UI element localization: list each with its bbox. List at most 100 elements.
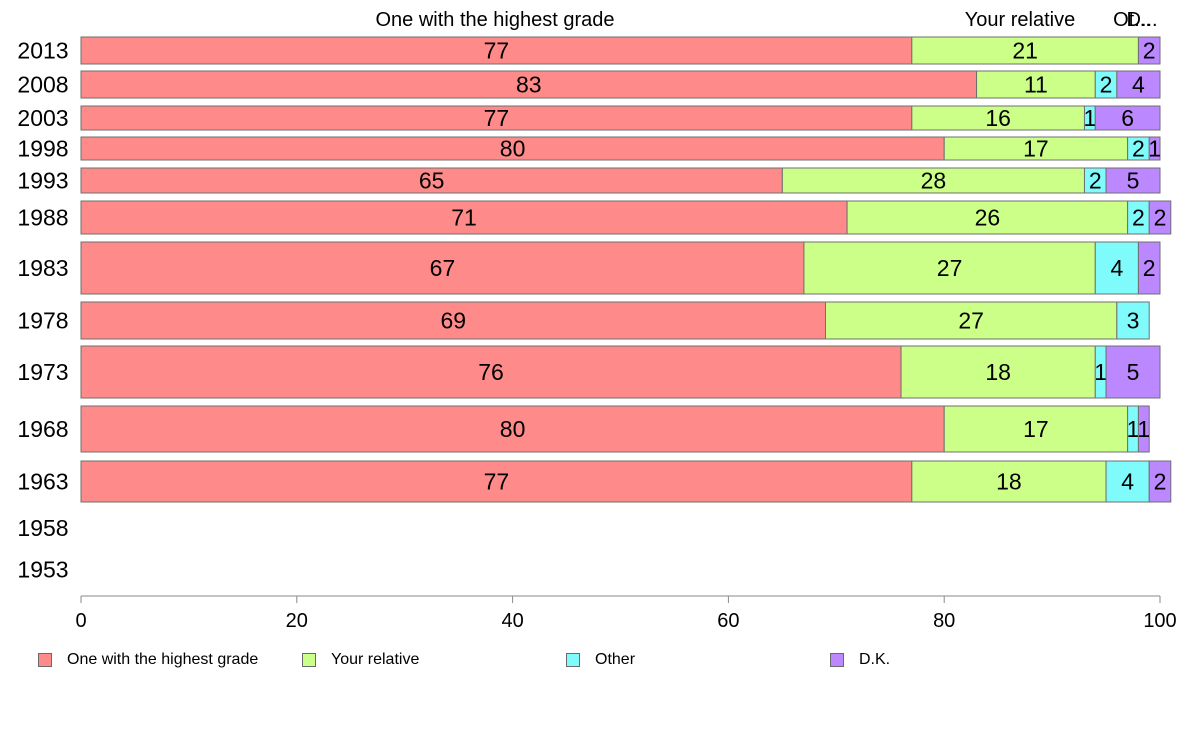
y-tick-label: 1988 — [17, 205, 68, 231]
data-label: 17 — [1023, 416, 1049, 442]
data-label: 27 — [937, 255, 963, 281]
bar-segment — [911, 105, 1085, 131]
bar-segment — [911, 36, 1139, 65]
y-tick-label: 1998 — [17, 136, 68, 162]
legend: One with the highest grade Your relative… — [38, 650, 1158, 670]
y-tick-label: 2003 — [17, 105, 68, 131]
data-label: 2 — [1154, 469, 1167, 495]
data-label: 1 — [1083, 105, 1096, 131]
data-label: 21 — [1012, 38, 1038, 64]
data-label: 1 — [1127, 416, 1140, 442]
bar-segment — [1105, 460, 1150, 503]
bar-segment — [1094, 105, 1161, 131]
x-tick-label: 60 — [717, 610, 739, 632]
data-label: 4 — [1132, 72, 1145, 98]
y-tick-label: 1973 — [17, 359, 68, 385]
data-label: 3 — [1127, 308, 1140, 334]
data-label: 1 — [1137, 416, 1150, 442]
data-label: 1 — [1094, 359, 1107, 385]
y-tick-label: 2013 — [17, 38, 68, 64]
top-series-label: D... — [1126, 9, 1157, 31]
bar-segment — [846, 200, 1129, 235]
x-tick-label: 100 — [1143, 610, 1176, 632]
y-tick-label: 1958 — [17, 515, 68, 541]
bar-segment — [1148, 136, 1161, 161]
y-tick-label: 2008 — [17, 72, 68, 98]
data-label: 76 — [478, 359, 504, 385]
legend-item-dk: D.K. — [830, 650, 890, 670]
data-label: 18 — [985, 359, 1011, 385]
data-label: 2 — [1132, 205, 1145, 231]
bar-segment — [1137, 405, 1150, 453]
data-label: 18 — [996, 469, 1022, 495]
bar-segment — [803, 241, 1096, 295]
data-label: 6 — [1121, 105, 1134, 131]
legend-swatch — [302, 653, 316, 667]
data-label: 4 — [1110, 255, 1123, 281]
data-label: 27 — [958, 308, 984, 334]
data-label: 71 — [451, 205, 477, 231]
top-series-label: One with the highest grade — [375, 9, 614, 31]
y-tick-label: 1968 — [17, 416, 68, 442]
bar-segment — [1137, 241, 1161, 295]
bar-segment — [943, 405, 1129, 453]
data-label: 28 — [921, 168, 947, 194]
x-tick-label: 0 — [75, 610, 86, 632]
bar-segment — [80, 70, 978, 99]
data-label: 77 — [484, 38, 510, 64]
y-tick-label: 1993 — [17, 168, 68, 194]
bar-segment — [1137, 36, 1161, 65]
data-label: 69 — [440, 308, 466, 334]
bar-segment — [911, 460, 1107, 503]
bar-segment — [80, 200, 848, 235]
data-label: 4 — [1121, 469, 1134, 495]
bar-segment — [781, 167, 1085, 194]
data-label: 2 — [1100, 72, 1113, 98]
data-label: 77 — [484, 469, 510, 495]
legend-swatch — [566, 653, 580, 667]
bar-segment — [80, 301, 827, 340]
x-tick-label: 20 — [286, 610, 308, 632]
data-label: 67 — [430, 255, 456, 281]
data-label: 26 — [975, 205, 1001, 231]
data-label: 1 — [1148, 136, 1161, 162]
legend-swatch — [38, 653, 52, 667]
bar-segment — [1105, 167, 1161, 194]
bar-segment — [1105, 345, 1161, 399]
bar-segment — [80, 105, 913, 131]
data-label: 11 — [1024, 72, 1048, 98]
data-label: 2 — [1132, 136, 1145, 162]
legend-label: D.K. — [859, 651, 891, 668]
y-tick-label: 1983 — [17, 255, 68, 281]
data-label: 2 — [1143, 255, 1156, 281]
data-label: 77 — [484, 105, 510, 131]
y-tick-label: 1953 — [17, 557, 68, 583]
y-tick-label: 1963 — [17, 469, 68, 495]
data-label: 80 — [500, 416, 526, 442]
bar-segment — [1148, 200, 1172, 235]
data-label: 65 — [419, 168, 445, 194]
legend-item-highest-grade: One with the highest grade — [38, 650, 258, 670]
top-series-label: Ot... — [1113, 9, 1151, 31]
bar-segment — [900, 345, 1096, 399]
data-label: 5 — [1127, 359, 1140, 385]
data-label: 17 — [1023, 136, 1049, 162]
bar-segment — [1116, 301, 1150, 340]
legend-label: Other — [595, 651, 636, 668]
bar-segment — [1094, 241, 1139, 295]
y-tick-label: 1978 — [17, 308, 68, 334]
x-tick-label: 40 — [501, 610, 523, 632]
data-label: 2 — [1089, 168, 1102, 194]
legend-label: Your relative — [331, 651, 420, 668]
stacked-bar-chart: One with the highest grade Your relative O… — [17, 9, 1176, 632]
legend-label: One with the highest grade — [67, 651, 259, 668]
data-label: 2 — [1143, 38, 1156, 64]
data-label: 16 — [985, 105, 1011, 131]
bar-segment — [1148, 460, 1172, 503]
data-label: 80 — [500, 136, 526, 162]
bar-segment — [80, 345, 902, 399]
data-label: 5 — [1127, 168, 1140, 194]
legend-swatch — [830, 653, 844, 667]
legend-item-other: Other — [566, 650, 635, 670]
legend-item-your-relative: Your relative — [302, 650, 419, 670]
